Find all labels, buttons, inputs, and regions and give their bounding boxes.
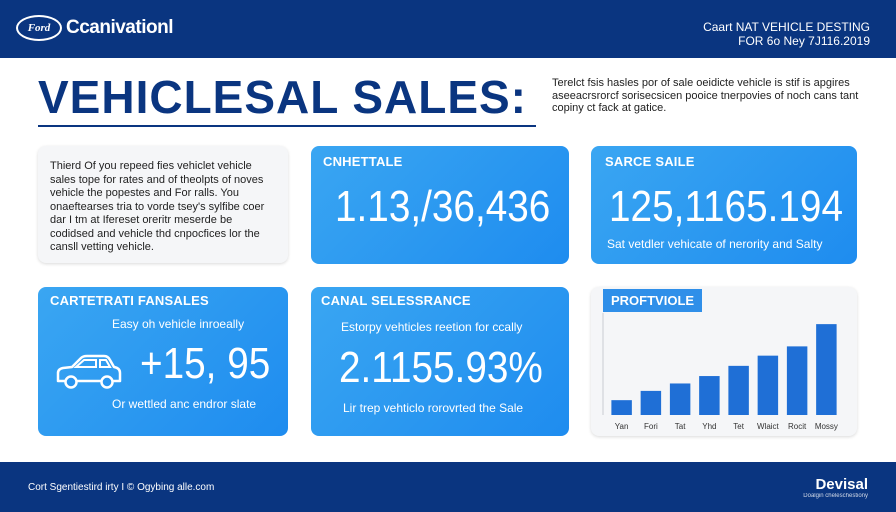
ford-oval-logo: Ford: [16, 15, 62, 41]
footer-bar: Cort Sgentiestird irty I © Ogybing alle.…: [0, 462, 896, 512]
stat-card-value: 2.1155.93%: [339, 343, 543, 392]
page-title: VEHICLESAL SALES:: [38, 71, 527, 123]
chart-x-tick-label: Rocit: [788, 422, 807, 431]
title-divider: [38, 125, 536, 127]
stat-card-value: 125,1165.194: [609, 182, 843, 231]
stat-card-caption-top: Easy oh vehicle inroeally: [112, 317, 245, 331]
stat-card-caption-top: Estorpy vehticles reetion for ccally: [341, 320, 523, 334]
stat-card-label: CNHETTALE: [323, 154, 403, 169]
stat-card-caption-bottom: Lir trep vehticlo rorovrted the Sale: [343, 401, 524, 415]
chart-bar[interactable]: [640, 390, 662, 415]
chart-bar[interactable]: [728, 365, 749, 415]
footer-brand-tagline: Doalgin cheleschestiony: [803, 493, 868, 499]
chart-x-tick-label: Yan: [615, 422, 629, 431]
chart-bar[interactable]: [611, 400, 632, 415]
chart-x-tick-label: Mossy: [815, 422, 838, 431]
stat-card-value: +15, 95: [140, 339, 271, 388]
chart-bar[interactable]: [816, 324, 837, 415]
chart-bar[interactable]: [669, 383, 691, 415]
chart-x-tick-label: Yhd: [702, 422, 716, 431]
stat-card-selessrance[interactable]: CANAL SELESSRANCE Estorpy vehticles reet…: [311, 287, 569, 436]
stat-card-fansales[interactable]: CARTETRATI FANSALES Easy oh vehicle inro…: [38, 287, 288, 436]
chart-x-tick-label: Wlaict: [757, 422, 780, 431]
chart-x-tick-label: Tet: [733, 422, 744, 431]
chart-bar[interactable]: [757, 355, 779, 415]
chart-x-tick-label: Fori: [644, 422, 658, 431]
stat-card-value: 1.13,/36,436: [335, 182, 551, 231]
stat-card-caption: Sat vetdler vehicate of nerority and Sal…: [607, 237, 823, 251]
stat-card-sale[interactable]: SARCE SAILE 125,1165.194 Sat vetdler veh…: [591, 146, 857, 264]
footer-copyright[interactable]: Cort Sgentiestird irty I © Ogybing alle.…: [28, 482, 215, 493]
stat-card-total[interactable]: CNHETTALE 1.13,/36,436: [311, 146, 569, 264]
bar-chart: Yan Fori Tat Yhd Tet Wlaict Rocit Mossy: [602, 313, 838, 431]
description-card: Thierd Of you repeed fies vehiclet vehic…: [38, 146, 288, 263]
footer-brand: Devisal Doalgin cheleschestiony: [803, 476, 868, 499]
intro-text: Terelct fsis hasles por of sale oeidicte…: [552, 77, 859, 114]
car-icon: [56, 354, 122, 389]
header-meta-line-2: FOR 6o Ney 7J116.2019: [738, 34, 870, 48]
chart-bar[interactable]: [699, 376, 720, 415]
chart-bar[interactable]: [786, 346, 808, 415]
header-meta-line-1: Caart NAT VEHICLE DESTING: [703, 20, 870, 34]
stat-card-label: CANAL SELESSRANCE: [321, 293, 471, 308]
brand-logo[interactable]: Ford Ccanivationl: [16, 15, 173, 41]
chart-x-tick-label: Tat: [675, 422, 686, 431]
stat-card-label: SARCE SAILE: [605, 154, 695, 169]
description-text: Thierd Of you repeed fies vehiclet vehic…: [50, 160, 265, 253]
brand-name: Ccanivationl: [66, 17, 173, 38]
chart-card: PROFTVIOLE Yan Fori Tat Yhd Tet Wlaict Rocit Mo…: [591, 287, 857, 436]
chart-title: PROFTVIOLE: [603, 289, 703, 312]
stat-card-label: CARTETRATI FANSALES: [50, 293, 209, 308]
stat-card-caption-bottom: Or wettled anc endror slate: [112, 397, 257, 411]
footer-brand-name: Devisal: [815, 476, 868, 493]
header-bar: Ford Ccanivationl Caart NAT VEHICLE DEST…: [0, 0, 896, 58]
header-meta: Caart NAT VEHICLE DESTING FOR 6o Ney 7J1…: [703, 20, 870, 48]
